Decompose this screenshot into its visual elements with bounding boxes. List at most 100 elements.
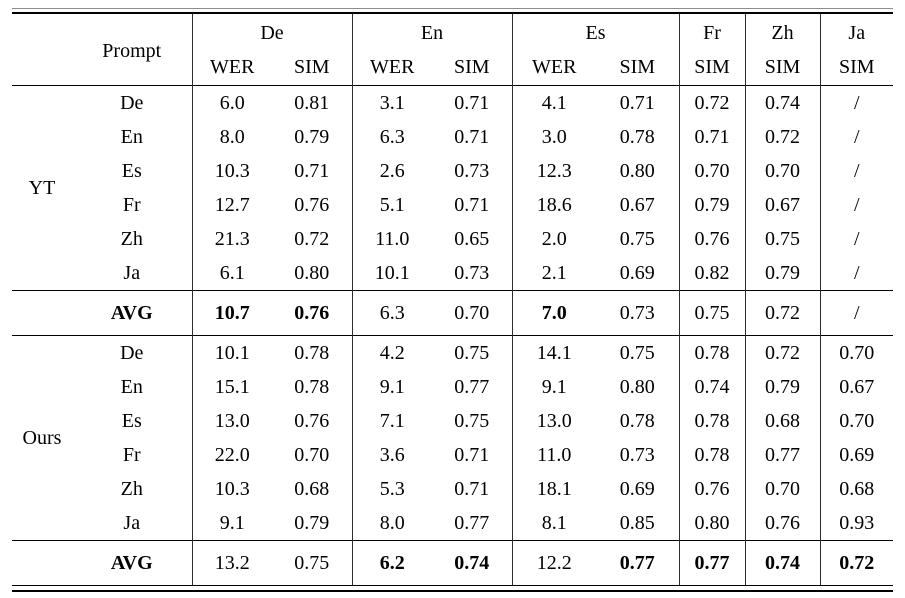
value-cell: 3.0 — [511, 120, 597, 154]
prompt-cell: Ja — [123, 262, 141, 284]
value-cell: 0.76 — [294, 410, 330, 432]
header-language-row: Prompt De En Es Fr Zh Ja — [12, 14, 894, 62]
language-header-en: En — [351, 14, 513, 49]
value-cell: 0.75 — [619, 342, 655, 364]
value-cell: 12.7 — [191, 188, 272, 222]
prompt-cell: De — [120, 92, 144, 114]
value-cell: 0.75 — [619, 228, 655, 250]
avg-value-cell: 12.2 — [511, 540, 597, 585]
value-cell: 0.82 — [678, 256, 746, 291]
value-cell: 0.85 — [619, 512, 655, 534]
prompt-cell: Fr — [122, 444, 141, 466]
avg-value-cell: 0.75 — [294, 552, 330, 574]
prompt-cell: Ja — [123, 512, 141, 534]
value-cell: 9.1 — [191, 506, 272, 541]
value-cell: 0.65 — [454, 228, 490, 250]
table-row: Ja 6.1 0.80 10.1 0.73 2.1 0.69 0.82 0.79/ — [12, 256, 894, 291]
avg-value-cell: 7.0 — [511, 290, 597, 336]
language-header-zh: Zh — [744, 14, 821, 49]
value-cell: 0.79 — [294, 512, 330, 534]
avg-label: AVG — [110, 302, 153, 324]
value-cell: 0.80 — [294, 262, 330, 284]
header-metric-row: WER SIM WER SIM WER SIM SIM SIM SIM — [12, 49, 894, 86]
table-row: En 8.0 0.79 6.3 0.71 3.0 0.78 0.71 0.72/ — [12, 120, 894, 154]
prompt-cell: En — [120, 376, 143, 398]
section-yt: YT De 6.0 0.81 3.1 0.71 4.1 0.71 0.72 0.74/En 8.0 0… — [12, 85, 894, 336]
value-cell: 0.76 — [678, 222, 746, 256]
value-cell: 21.3 — [191, 222, 272, 256]
value-cell: 6.0 — [191, 85, 272, 120]
value-cell: 0.69 — [619, 262, 655, 284]
value-cell: 0.78 — [678, 335, 746, 370]
avg-row-ours: AVG 13.2 0.75 6.2 0.74 12.2 0.77 0.77 0.74 0.72 — [12, 540, 894, 585]
prompt-column-header: Prompt — [102, 40, 162, 62]
value-cell: 18.1 — [511, 472, 597, 506]
value-cell: 0.79 — [294, 126, 330, 148]
avg-row-yt: AVG 10.7 0.76 6.3 0.70 7.0 0.73 0.75 0.72/ — [12, 290, 894, 336]
table-row: Es 10.3 0.71 2.6 0.73 12.3 0.80 0.70 0.70/ — [12, 154, 894, 188]
value-cell: 0.71 — [454, 194, 490, 216]
value-cell: 0.70 — [744, 472, 821, 506]
language-header-ja: Ja — [819, 14, 894, 49]
metric-header-de-sim: SIM — [293, 55, 330, 78]
value-cell: 0.74 — [678, 370, 746, 404]
value-cell: 9.1 — [351, 370, 433, 404]
value-cell: 4.1 — [511, 85, 597, 120]
avg-group-spacer — [12, 291, 72, 336]
table-row: YT De 6.0 0.81 3.1 0.71 4.1 0.71 0.72 0.74/ — [12, 85, 894, 199]
avg-value-cell: 6.2 — [351, 540, 433, 585]
value-cell: 2.6 — [351, 154, 433, 188]
value-cell: 12.3 — [511, 154, 597, 188]
metric-header-fr-sim: SIM — [678, 49, 746, 86]
avg-value-cell: 6.3 — [351, 290, 433, 336]
value-cell: 3.6 — [351, 438, 433, 472]
avg-value-cell: 0.72 — [744, 290, 821, 336]
value-cell: 13.0 — [511, 404, 597, 438]
metric-header-es-wer: WER — [511, 49, 597, 86]
avg-label: AVG — [110, 552, 153, 574]
value-cell: 0.71 — [678, 120, 746, 154]
value-cell: 0.71 — [454, 478, 490, 500]
value-cell: 0.78 — [619, 126, 655, 148]
value-cell: 0.78 — [619, 410, 655, 432]
table-row: Zh 21.3 0.72 11.0 0.65 2.0 0.75 0.76 0.75/ — [12, 222, 894, 256]
value-cell: 8.0 — [351, 506, 433, 541]
prompt-cell: De — [120, 342, 144, 364]
value-cell: 2.1 — [511, 256, 597, 291]
group-label-yt: YT — [28, 177, 56, 199]
value-cell: 0.70 — [678, 154, 746, 188]
value-cell: 11.0 — [351, 222, 433, 256]
value-cell: 0.80 — [619, 160, 655, 182]
value-cell: 18.6 — [511, 188, 597, 222]
value-cell: 0.80 — [678, 506, 746, 541]
value-cell: 10.1 — [191, 335, 272, 370]
prompt-cell: Fr — [122, 194, 141, 216]
table-head: Prompt De En Es Fr Zh Ja WER SIM WER SIM WER SIM SIM S… — [12, 14, 894, 86]
value-cell: 0.72 — [294, 228, 330, 250]
avg-value-cell: 13.2 — [191, 540, 272, 585]
language-header-es: Es — [511, 14, 680, 49]
value-cell: 0.79 — [744, 370, 821, 404]
value-cell: 0.80 — [619, 376, 655, 398]
value-cell: 0.79 — [744, 256, 821, 291]
value-cell: 0.76 — [678, 472, 746, 506]
value-cell: 4.2 — [351, 335, 433, 370]
value-cell: 0.71 — [619, 92, 655, 114]
value-cell: 0.76 — [744, 506, 821, 541]
value-cell: 10.1 — [351, 256, 433, 291]
prompt-cell: Es — [121, 160, 142, 182]
table-row: Fr 12.7 0.76 5.1 0.71 18.6 0.67 0.79 0.67/ — [12, 188, 894, 222]
value-cell: 13.0 — [191, 404, 272, 438]
value-cell: 0.73 — [454, 160, 490, 182]
value-cell: 2.0 — [511, 222, 597, 256]
value-cell: / — [819, 85, 894, 120]
value-cell: 0.75 — [744, 222, 821, 256]
value-cell: 7.1 — [351, 404, 433, 438]
value-cell: 0.75 — [454, 342, 490, 364]
section-ours: Ours De 10.1 0.78 4.2 0.75 14.1 0.75 0.78 0.72 0.7… — [12, 335, 894, 585]
prompt-cell: Zh — [120, 228, 143, 250]
value-cell: / — [819, 222, 894, 256]
avg-value-cell: 0.77 — [678, 540, 746, 585]
value-cell: 0.93 — [819, 506, 894, 541]
value-cell: 0.67 — [819, 370, 894, 404]
